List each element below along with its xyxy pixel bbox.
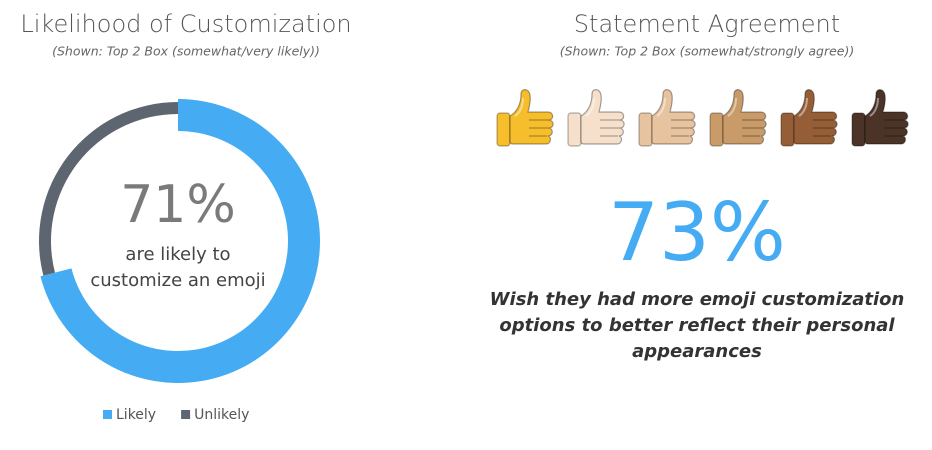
thumb-icon	[709, 88, 768, 147]
legend-label: Likely	[116, 407, 156, 423]
thumbs-row	[496, 88, 910, 147]
center-caption: are likely to	[125, 244, 230, 265]
thumb-icon	[496, 88, 555, 147]
statement-subtitle: (Shown: Top 2 Box (somewhat/strongly agr…	[560, 44, 854, 59]
center-value: 71%	[120, 175, 236, 235]
legend-swatch	[181, 410, 191, 419]
thumb-icon	[851, 88, 910, 147]
legend-swatch	[103, 410, 112, 419]
chart-title: Likelihood of Customization	[20, 10, 351, 38]
statement-title: Statement Agreement	[574, 10, 840, 38]
chart-subtitle: (Shown: Top 2 Box (somewhat/very likely)…	[52, 44, 320, 59]
statement-percent: 73%	[608, 186, 786, 279]
statement-text: Wish they had more emoji customization	[490, 289, 905, 310]
thumb-icon	[567, 88, 626, 147]
thumb-icon	[638, 88, 697, 147]
center-caption: customize an emoji	[90, 270, 265, 291]
thumb-icon	[780, 88, 839, 147]
statement-text: appearances	[632, 341, 762, 362]
legend-label: Unlikely	[194, 407, 249, 423]
statement-text: options to better reflect their personal	[499, 315, 895, 336]
